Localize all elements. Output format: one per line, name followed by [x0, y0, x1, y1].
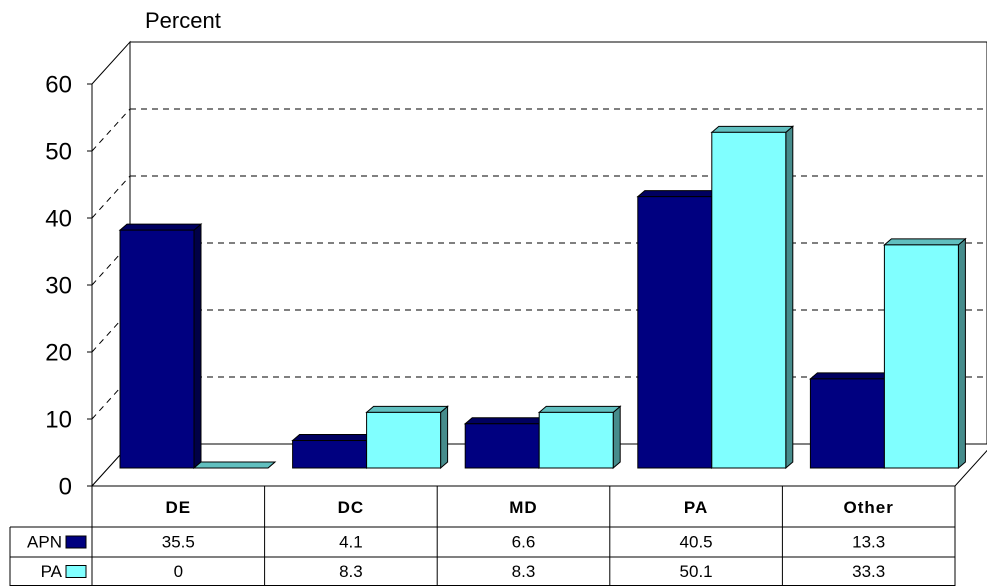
data-label: 0 [174, 562, 183, 581]
bar-top [636, 190, 721, 198]
data-label: 8.3 [512, 562, 536, 581]
y-tick-label: 0 [59, 473, 72, 500]
data-label: 40.5 [680, 532, 713, 551]
bar-side [193, 223, 202, 470]
bar-side [440, 405, 449, 470]
bar-side [612, 405, 621, 470]
bar [464, 423, 540, 469]
y-tick-label: 60 [45, 71, 72, 98]
grid-line [91, 108, 131, 152]
legend-label: PA [41, 562, 63, 581]
y-tick-label: 40 [45, 205, 72, 232]
bar [809, 378, 885, 469]
data-label: 8.3 [339, 562, 363, 581]
grid-line [91, 175, 131, 219]
data-label: 33.3 [852, 562, 885, 581]
data-label: 6.6 [512, 532, 536, 551]
bar-top [883, 238, 967, 246]
bar [538, 411, 614, 469]
data-label: 4.1 [339, 532, 363, 551]
bar-top [118, 223, 203, 231]
bar [637, 196, 713, 469]
y-tick-label: 50 [45, 138, 72, 165]
bar-top [291, 434, 375, 442]
bar-top [710, 125, 795, 133]
x-tick-label: Other [844, 498, 894, 517]
bar-side [957, 237, 966, 470]
bar-top [365, 405, 449, 413]
axis-title: Percent [145, 8, 221, 33]
bar [711, 131, 787, 469]
data-label: 35.5 [162, 532, 195, 551]
y-tick-label: 10 [45, 406, 72, 433]
bar-side [785, 125, 794, 470]
bar [883, 244, 959, 469]
data-label: 50.1 [680, 562, 713, 581]
x-tick-label: DE [165, 498, 191, 517]
bar-top [809, 372, 893, 380]
legend-swatch [65, 535, 87, 549]
bar-top [192, 461, 277, 469]
y-tick-label: 20 [45, 339, 72, 366]
y-tick-label: 30 [45, 272, 72, 299]
data-label: 13.3 [852, 532, 885, 551]
x-tick-label: PA [684, 498, 708, 517]
bar-top [537, 405, 622, 413]
bar [366, 411, 442, 469]
legend-label: APN [27, 532, 62, 551]
bar-top [463, 417, 548, 425]
x-tick-label: MD [509, 498, 537, 517]
x-tick-label: DC [338, 498, 365, 517]
legend-swatch [65, 565, 87, 578]
bar [292, 440, 368, 469]
bar [119, 229, 195, 469]
